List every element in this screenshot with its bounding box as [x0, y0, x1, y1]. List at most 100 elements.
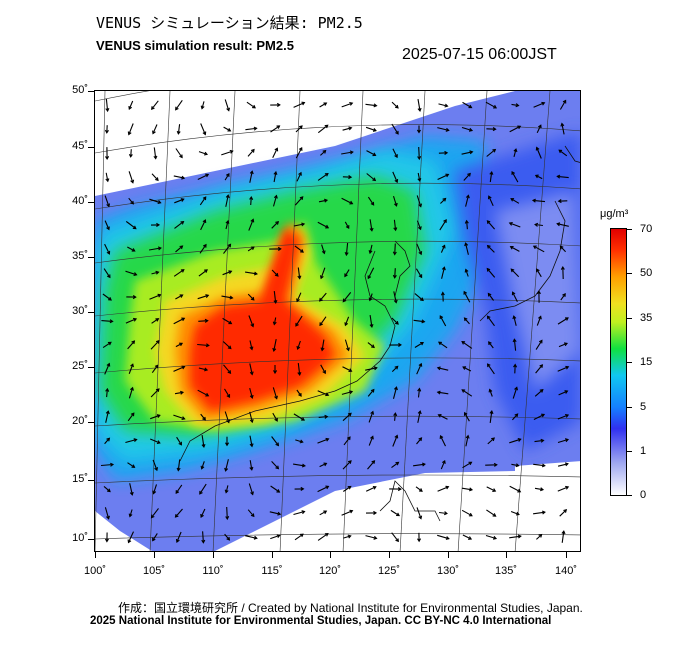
wind-vector-head [468, 461, 473, 466]
wind-vector [510, 268, 520, 278]
wind-vector [319, 102, 327, 108]
wind-vector [414, 293, 424, 301]
wind-vector-head [417, 107, 422, 112]
wind-vector-head [152, 490, 157, 495]
wind-vector-head [253, 271, 258, 276]
wind-vector-head [201, 539, 206, 544]
wind-vector [487, 315, 495, 327]
wind-vector-head [130, 179, 135, 184]
wind-vector-head [133, 272, 138, 277]
wind-vector [295, 315, 303, 327]
wind-vector-head [489, 410, 494, 415]
wind-vector-head [179, 390, 185, 395]
wind-vector-head [445, 485, 450, 490]
wind-vector-head [181, 175, 186, 180]
wind-vector [317, 173, 329, 181]
wind-vector-head [110, 462, 115, 467]
wind-vector-head [299, 533, 304, 538]
y-axis-tick [88, 539, 94, 540]
wind-vector [535, 340, 543, 350]
wind-vector [557, 486, 569, 492]
wind-vector-head [349, 200, 354, 205]
wind-vector-head [441, 459, 446, 464]
wind-vector [224, 173, 230, 181]
wind-vector-head [276, 125, 281, 129]
graticule [95, 91, 580, 551]
wind-vector [510, 510, 520, 516]
wind-vector [175, 148, 183, 158]
wind-vector-head [416, 129, 421, 134]
wind-vector [270, 485, 280, 493]
wind-vector [249, 460, 253, 470]
wind-vector-head [225, 516, 230, 521]
wind-vector-head [492, 127, 497, 132]
wind-vector [390, 509, 400, 517]
wind-vector-head [347, 485, 352, 490]
wind-vector [461, 126, 473, 132]
wind-vector-head [298, 125, 303, 130]
wind-vector [127, 462, 135, 468]
wind-vector [344, 269, 350, 277]
wind-vector [557, 223, 569, 227]
wind-vector-head [486, 315, 491, 320]
wind-vector [129, 483, 133, 495]
wind-vector [437, 174, 449, 180]
wind-vector [198, 320, 208, 322]
wind-vector [418, 146, 420, 160]
wind-vector-head [515, 511, 520, 516]
wind-vector-head [514, 386, 519, 391]
wind-vector [393, 219, 397, 231]
wind-vector-head [349, 509, 354, 514]
wind-vector-head [200, 465, 205, 470]
wind-vector [417, 99, 421, 111]
wind-vector [106, 388, 108, 398]
wind-vector [320, 150, 326, 156]
wind-vector-head [106, 250, 111, 255]
wind-vector [533, 102, 545, 108]
wind-vector [249, 411, 253, 423]
wind-vector-head [179, 245, 184, 250]
wind-vector [225, 195, 229, 207]
wind-vector [365, 535, 377, 539]
wind-vector [318, 416, 328, 418]
wind-vector-head [564, 390, 569, 394]
wind-vector [222, 270, 232, 276]
wind-vector-head [512, 338, 517, 343]
wind-vector [511, 103, 519, 107]
wind-vector [198, 151, 208, 155]
wind-vector-head [181, 365, 186, 370]
y-axis-label: 50˚ [72, 84, 88, 96]
wind-vector-head [249, 419, 254, 424]
wind-vector-head [541, 463, 546, 468]
wind-vector-head [394, 154, 398, 159]
wind-vector [557, 175, 569, 179]
credit-japanese: 作成：国立環境研究所 / Created by National Institu… [118, 601, 583, 615]
wind-vector-head [347, 460, 352, 464]
wind-vector-head [250, 513, 255, 518]
wind-vector [415, 268, 423, 278]
wind-vector-head [368, 250, 373, 255]
wind-vector-head [131, 248, 136, 252]
wind-vector-head [561, 530, 566, 535]
wind-vector-head [130, 386, 134, 391]
wind-vector [342, 460, 352, 470]
wind-vector-head [250, 148, 255, 153]
wind-vector-head [180, 198, 185, 202]
wind-vector [200, 123, 206, 135]
y-axis-tick [88, 367, 94, 368]
wind-vector [365, 367, 377, 371]
colorbar-label: 70 [640, 223, 653, 235]
wind-vector [486, 149, 496, 157]
wind-vector-head [436, 366, 441, 371]
wind-vector [222, 317, 232, 325]
wind-vector [128, 100, 134, 110]
wind-vector [153, 147, 157, 159]
wind-vector-head [487, 195, 492, 200]
wind-vector-head [556, 222, 561, 227]
wind-vector-head [348, 175, 353, 180]
wind-vector [558, 342, 568, 348]
wind-vector-head [249, 170, 254, 175]
wind-vector-head [131, 340, 136, 345]
wind-vector [151, 100, 159, 110]
wind-vector [319, 510, 327, 516]
